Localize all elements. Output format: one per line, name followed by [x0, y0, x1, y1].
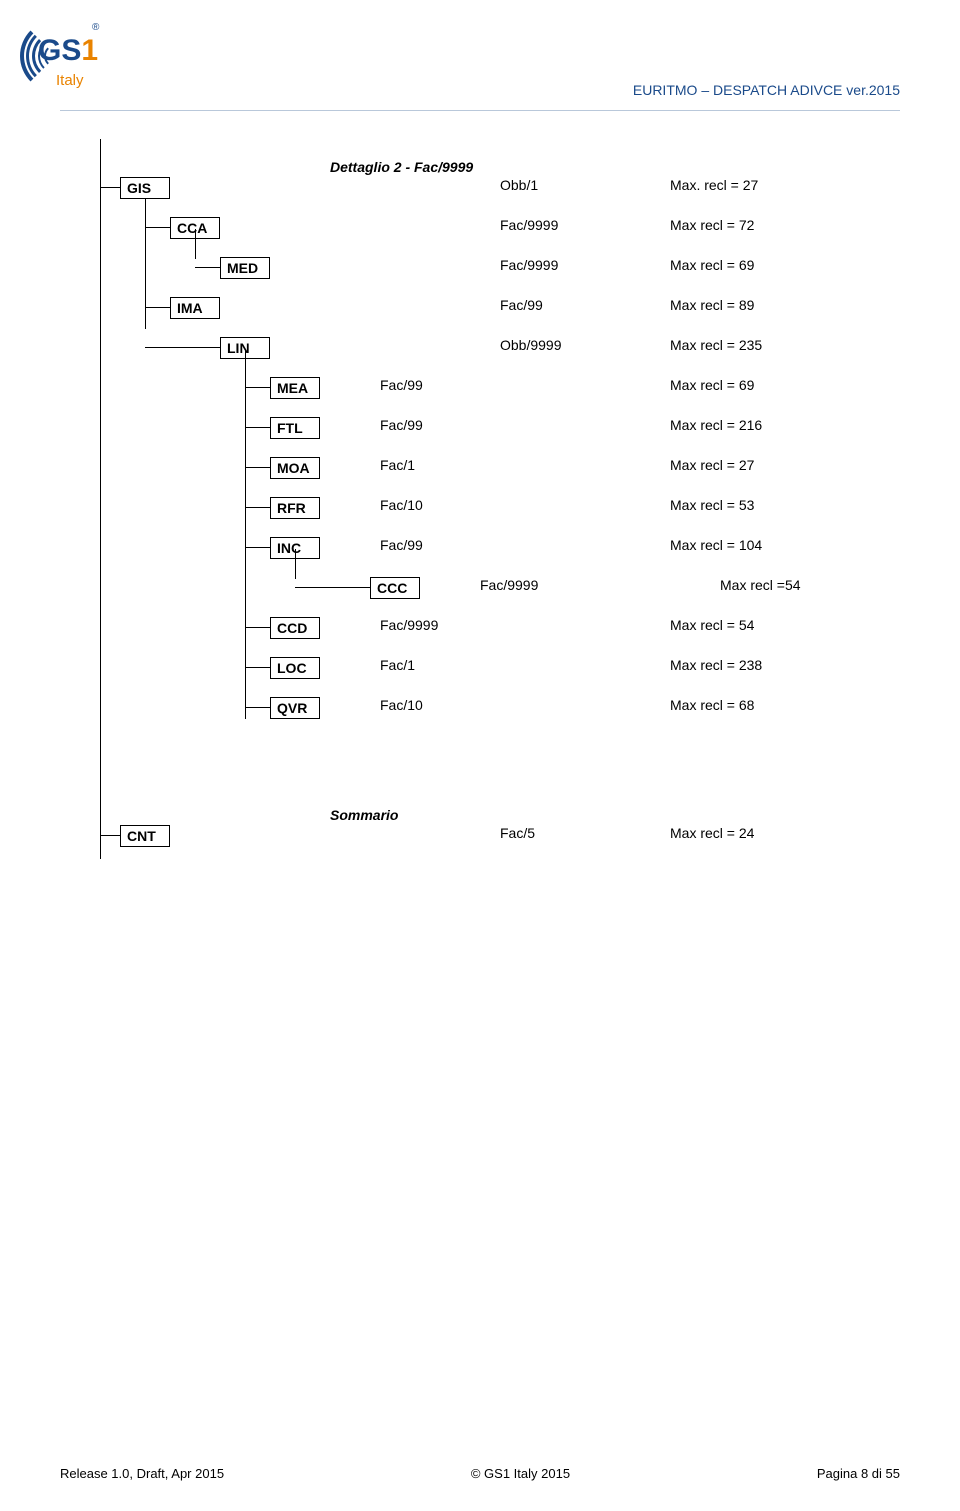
node-med: MED Fac/9999 Max recl = 69 [100, 257, 900, 287]
code-qvr: QVR [270, 697, 320, 719]
max-gis: Max. recl = 27 [670, 177, 758, 193]
code-mea: MEA [270, 377, 320, 399]
occur-gis: Obb/1 [500, 177, 538, 193]
max-cnt: Max recl = 24 [670, 825, 754, 841]
footer-copyright: © GS1 Italy 2015 [471, 1466, 570, 1481]
footer-page: Pagina 8 di 55 [817, 1466, 900, 1481]
max-med: Max recl = 69 [670, 257, 754, 273]
node-loc: LOC Fac/1 Max recl = 238 [100, 657, 900, 687]
max-lin: Max recl = 235 [670, 337, 762, 353]
occur-ima: Fac/99 [500, 297, 543, 313]
page-footer: Release 1.0, Draft, Apr 2015 © GS1 Italy… [60, 1466, 900, 1481]
header-divider [60, 110, 900, 111]
occur-med: Fac/9999 [500, 257, 558, 273]
code-cnt: CNT [120, 825, 170, 847]
node-moa: MOA Fac/1 Max recl = 27 [100, 457, 900, 487]
node-inc: INC Fac/99 Max recl = 104 [100, 537, 900, 567]
code-ima: IMA [170, 297, 220, 319]
logo-gs: GS [38, 34, 81, 67]
section-title-sommario: Sommario [330, 807, 900, 823]
logo-text: GS1 [38, 34, 98, 68]
registered-icon: ® [92, 22, 99, 33]
max-moa: Max recl = 27 [670, 457, 754, 473]
max-loc: Max recl = 238 [670, 657, 762, 673]
node-ccd: CCD Fac/9999 Max recl = 54 [100, 617, 900, 647]
occur-rfr: Fac/10 [380, 497, 423, 513]
code-loc: LOC [270, 657, 320, 679]
node-ccc: CCC Fac/9999 Max recl =54 [100, 577, 900, 607]
code-med: MED [220, 257, 270, 279]
occur-ftl: Fac/99 [380, 417, 423, 433]
max-inc: Max recl = 104 [670, 537, 762, 553]
occur-loc: Fac/1 [380, 657, 415, 673]
document-title: EURITMO – DESPATCH ADIVCE ver.2015 [633, 82, 900, 98]
node-rfr: RFR Fac/10 Max recl = 53 [100, 497, 900, 527]
code-ftl: FTL [270, 417, 320, 439]
node-qvr: QVR Fac/10 Max recl = 68 [100, 697, 900, 727]
section-title-dettaglio: Dettaglio 2 - Fac/9999 [330, 159, 900, 175]
logo-subtext: Italy [56, 72, 84, 89]
max-ccc: Max recl =54 [720, 577, 801, 593]
max-ccd: Max recl = 54 [670, 617, 754, 633]
code-ccc: CCC [370, 577, 420, 599]
max-cca: Max recl = 72 [670, 217, 754, 233]
occur-cca: Fac/9999 [500, 217, 558, 233]
node-ima: IMA Fac/99 Max recl = 89 [100, 297, 900, 327]
occur-mea: Fac/99 [380, 377, 423, 393]
occur-cnt: Fac/5 [500, 825, 535, 841]
occur-qvr: Fac/10 [380, 697, 423, 713]
max-ftl: Max recl = 216 [670, 417, 762, 433]
node-ftl: FTL Fac/99 Max recl = 216 [100, 417, 900, 447]
node-mea: MEA Fac/99 Max recl = 69 [100, 377, 900, 407]
occur-ccd: Fac/9999 [380, 617, 438, 633]
occur-ccc: Fac/9999 [480, 577, 538, 593]
logo: GS1 ® Italy [20, 20, 92, 95]
max-qvr: Max recl = 68 [670, 697, 754, 713]
node-lin: LIN Obb/9999 Max recl = 235 [100, 337, 900, 367]
occur-moa: Fac/1 [380, 457, 415, 473]
node-cnt: CNT Fac/5 Max recl = 24 [100, 825, 900, 855]
node-gis: GIS Obb/1 Max. recl = 27 [100, 177, 900, 207]
code-ccd: CCD [270, 617, 320, 639]
occur-lin: Obb/9999 [500, 337, 562, 353]
occur-inc: Fac/99 [380, 537, 423, 553]
code-rfr: RFR [270, 497, 320, 519]
page-header: GS1 ® Italy EURITMO – DESPATCH ADIVCE ve… [60, 20, 900, 110]
footer-release: Release 1.0, Draft, Apr 2015 [60, 1466, 224, 1481]
node-cca: CCA Fac/9999 Max recl = 72 [100, 217, 900, 247]
max-ima: Max recl = 89 [670, 297, 754, 313]
logo-1: 1 [81, 34, 98, 67]
code-gis: GIS [120, 177, 170, 199]
max-mea: Max recl = 69 [670, 377, 754, 393]
code-moa: MOA [270, 457, 320, 479]
structure-tree: Dettaglio 2 - Fac/9999 GIS Obb/1 Max. re… [100, 159, 900, 855]
max-rfr: Max recl = 53 [670, 497, 754, 513]
